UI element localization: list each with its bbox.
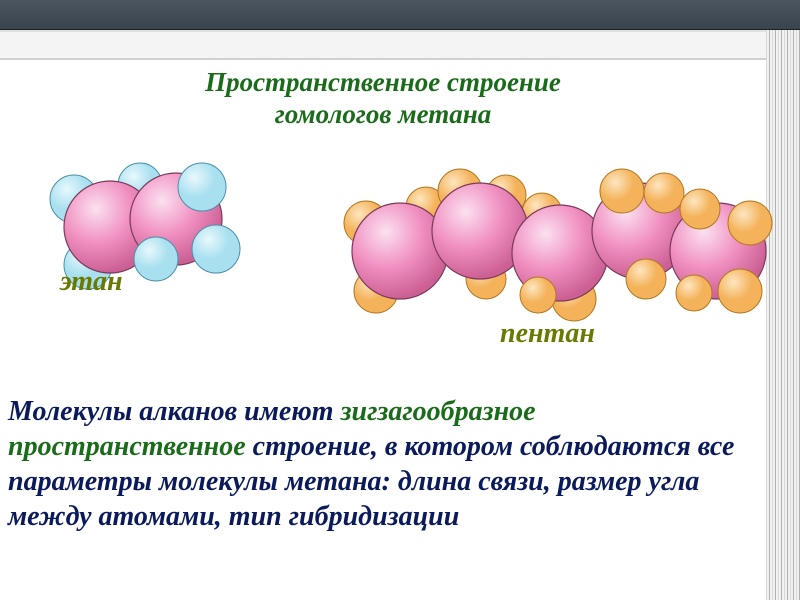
models-row [10, 137, 756, 327]
pentane-model [330, 151, 780, 336]
title-line1: Пространственное строение [205, 67, 561, 97]
slide-content: Пространственное строение гомологов мета… [0, 62, 766, 327]
ethane-label: этан [60, 266, 123, 298]
slide-topbar [0, 0, 800, 30]
body-part1: Молекулы алканов имеют [8, 396, 341, 427]
slide-title: Пространственное строение гомологов мета… [10, 66, 756, 131]
pentane-label: пентан [500, 320, 620, 348]
slide-subbar [0, 32, 800, 60]
title-line2: гомологов метана [275, 99, 492, 129]
body-paragraph: Молекулы алканов имеют зигзагообразное п… [8, 394, 768, 534]
